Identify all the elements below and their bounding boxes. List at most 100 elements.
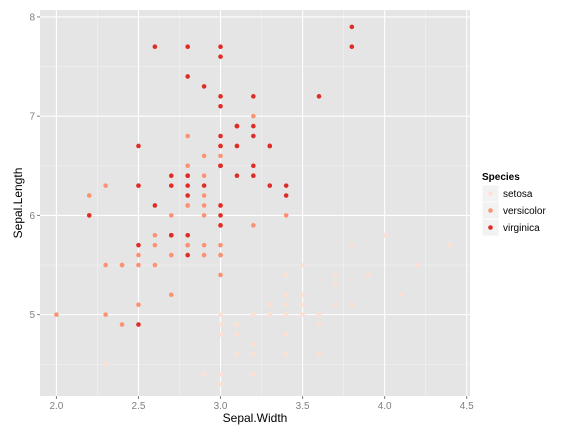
data-point-versicolor bbox=[201, 193, 207, 198]
x-tick-label: 3.0 bbox=[214, 401, 228, 412]
data-point-setosa bbox=[349, 302, 355, 308]
data-point-virginica bbox=[185, 252, 191, 258]
data-point-versicolor bbox=[251, 113, 256, 119]
data-point-setosa bbox=[251, 371, 256, 377]
data-point-setosa bbox=[316, 312, 322, 317]
data-point-setosa bbox=[448, 242, 453, 248]
data-point-versicolor bbox=[283, 213, 289, 218]
data-point-setosa bbox=[283, 302, 289, 308]
data-point-setosa bbox=[333, 302, 338, 308]
data-point-versicolor bbox=[136, 302, 141, 308]
legend-label: setosa bbox=[503, 189, 533, 200]
data-point-virginica bbox=[251, 133, 256, 139]
data-point-setosa bbox=[283, 272, 289, 278]
y-tick-label: 6 bbox=[29, 211, 35, 222]
x-axis-title: Sepal.Width bbox=[223, 411, 288, 425]
data-point-setosa bbox=[218, 312, 223, 317]
data-point-versicolor bbox=[201, 213, 207, 218]
data-point-virginica bbox=[86, 213, 92, 218]
data-point-virginica bbox=[185, 74, 191, 79]
data-point-virginica bbox=[218, 203, 223, 208]
data-point-virginica bbox=[283, 193, 289, 198]
data-point-virginica bbox=[349, 44, 355, 50]
data-point-virginica bbox=[218, 223, 223, 228]
data-point-virginica bbox=[316, 94, 322, 99]
x-tick-label: 2.0 bbox=[49, 401, 63, 412]
data-point-versicolor bbox=[168, 292, 174, 298]
data-point-setosa bbox=[365, 272, 371, 278]
data-point-virginica bbox=[234, 143, 240, 149]
y-tick-label: 7 bbox=[29, 112, 35, 123]
data-point-virginica bbox=[201, 84, 207, 89]
data-point-versicolor bbox=[136, 262, 141, 268]
data-point-setosa bbox=[300, 262, 305, 268]
legend-label: virginica bbox=[503, 223, 540, 234]
data-point-virginica bbox=[218, 54, 223, 59]
plot-panel bbox=[40, 10, 470, 396]
data-point-virginica bbox=[136, 242, 141, 248]
data-point-setosa bbox=[300, 302, 305, 308]
data-point-virginica bbox=[168, 173, 174, 179]
data-point-virginica bbox=[152, 44, 158, 50]
data-point-setosa bbox=[251, 312, 256, 317]
data-point-versicolor bbox=[119, 262, 125, 268]
data-point-setosa bbox=[103, 361, 108, 367]
data-point-virginica bbox=[218, 163, 223, 169]
data-point-setosa bbox=[267, 302, 273, 308]
data-point-virginica bbox=[168, 232, 174, 238]
legend-title: Species bbox=[482, 172, 520, 183]
x-tick-label: 3.5 bbox=[296, 401, 310, 412]
data-point-virginica bbox=[251, 94, 256, 99]
data-point-virginica bbox=[267, 183, 273, 188]
data-point-virginica bbox=[136, 183, 141, 188]
data-point-versicolor bbox=[86, 193, 92, 198]
x-tick-label: 4.5 bbox=[460, 401, 474, 412]
data-point-virginica bbox=[168, 183, 174, 188]
data-point-versicolor bbox=[218, 272, 223, 278]
data-point-versicolor bbox=[168, 252, 174, 258]
data-point-virginica bbox=[185, 183, 191, 188]
data-point-virginica bbox=[234, 173, 240, 179]
data-point-versicolor bbox=[201, 173, 207, 179]
data-point-virginica bbox=[218, 143, 223, 149]
data-point-versicolor bbox=[136, 252, 141, 258]
legend-key-point bbox=[488, 208, 493, 213]
grid-minor bbox=[40, 10, 470, 396]
data-point-versicolor bbox=[152, 262, 158, 268]
data-point-setosa bbox=[283, 292, 289, 298]
data-point-setosa bbox=[218, 371, 223, 377]
data-point-virginica bbox=[152, 203, 158, 208]
data-point-virginica bbox=[218, 44, 223, 50]
data-point-virginica bbox=[251, 163, 256, 169]
data-point-setosa bbox=[333, 272, 338, 278]
data-point-versicolor bbox=[185, 203, 191, 208]
data-point-setosa bbox=[415, 262, 420, 268]
data-point-versicolor bbox=[201, 203, 207, 208]
legend: Species setosa versicolor virginica bbox=[481, 172, 546, 237]
data-point-setosa bbox=[234, 352, 240, 357]
data-point-virginica bbox=[218, 133, 223, 139]
data-point-versicolor bbox=[185, 163, 191, 169]
series-virginica bbox=[86, 24, 355, 327]
data-point-versicolor bbox=[201, 153, 207, 159]
data-point-virginica bbox=[349, 24, 355, 30]
data-point-virginica bbox=[234, 123, 240, 129]
data-point-virginica bbox=[136, 322, 141, 327]
data-point-setosa bbox=[218, 332, 223, 337]
data-point-setosa bbox=[333, 282, 338, 288]
y-axis-ticks: 5 6 7 8 bbox=[29, 12, 40, 321]
legend-key-point bbox=[488, 191, 493, 196]
data-point-setosa bbox=[300, 292, 305, 298]
data-point-versicolor bbox=[201, 252, 207, 258]
data-point-virginica bbox=[185, 44, 191, 50]
data-point-setosa bbox=[316, 322, 322, 327]
data-point-virginica bbox=[251, 123, 256, 129]
series-setosa bbox=[103, 232, 453, 387]
y-axis-title: Sepal.Length bbox=[11, 168, 25, 239]
data-point-versicolor bbox=[168, 213, 174, 218]
data-point-setosa bbox=[234, 332, 240, 337]
data-point-versicolor bbox=[152, 232, 158, 238]
y-tick-label: 8 bbox=[29, 12, 35, 23]
legend-label: versicolor bbox=[503, 206, 546, 217]
